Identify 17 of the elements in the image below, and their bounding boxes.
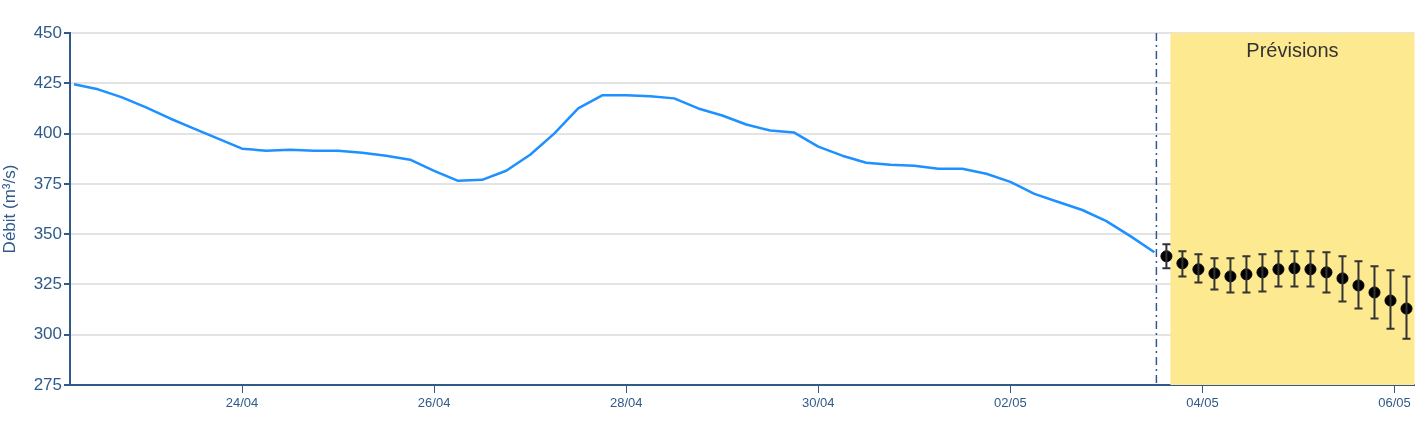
y-tick-label: 450 (33, 22, 62, 42)
x-tick-label: 02/05 (994, 395, 1027, 411)
band-label: Prévisions (1246, 38, 1339, 61)
y-tick-label: 275 (33, 374, 62, 394)
x-tick-label: 04/05 (1186, 395, 1219, 411)
x-tick-label: 30/04 (802, 395, 835, 411)
y-tick-label: 375 (33, 173, 62, 193)
x-tick-label: 24/04 (225, 395, 259, 411)
y-tick-label: 325 (33, 274, 62, 294)
y-tick-label: 300 (33, 324, 62, 344)
y-tick-label: 400 (33, 123, 62, 143)
y-axis-title: Débit (m³/s) (0, 164, 19, 254)
x-tick-label: 26/04 (417, 395, 451, 411)
y-tick-label: 350 (33, 223, 62, 243)
y-tick-label: 425 (33, 72, 62, 92)
x-tick-label: 06/05 (1378, 395, 1411, 411)
x-tick-label: 28/04 (609, 395, 643, 411)
